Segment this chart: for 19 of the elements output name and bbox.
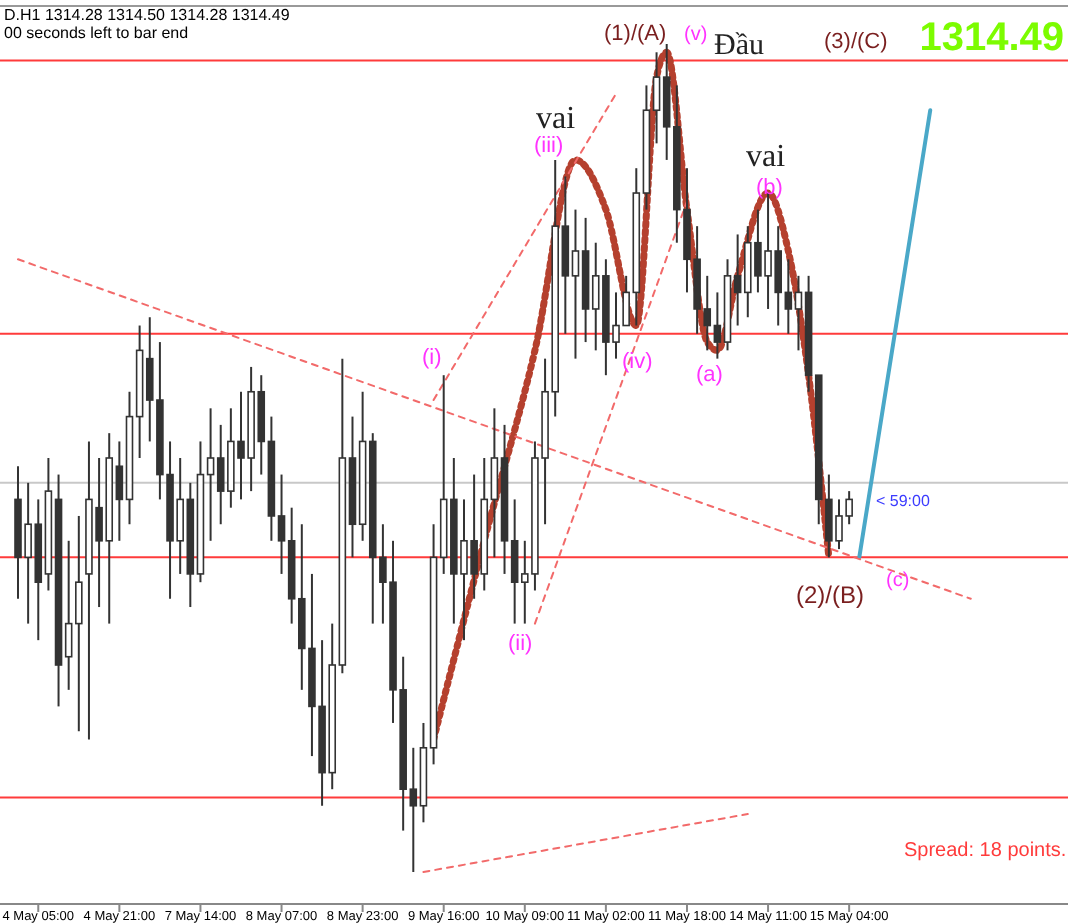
annotation: Spread: 18 points. xyxy=(904,840,1067,862)
annotation: vai xyxy=(536,102,577,136)
text: D.H1 1314.28 1314.50 1314.28 1314.49 xyxy=(4,6,291,24)
annotation: (v) xyxy=(684,24,708,46)
annotation: vai xyxy=(746,140,787,174)
annotation: (iii) xyxy=(534,133,564,158)
annotation: < 59:00 xyxy=(876,492,931,510)
annotation: 1314.49 xyxy=(919,16,1064,60)
annotation: (a) xyxy=(696,362,723,387)
annotation: (2)/(B) xyxy=(796,581,864,610)
annotation: (1)/(A) xyxy=(604,22,667,46)
annotation: (b) xyxy=(756,176,783,201)
annotation: (c) xyxy=(886,570,910,592)
text: 00 seconds left to bar end xyxy=(4,24,189,42)
annotation: Đầu xyxy=(714,30,765,62)
annotation: (ii) xyxy=(508,631,533,656)
annotation: (iv) xyxy=(622,349,653,374)
annotation: (3)/(C) xyxy=(824,30,888,54)
annotation: (i) xyxy=(422,346,442,370)
